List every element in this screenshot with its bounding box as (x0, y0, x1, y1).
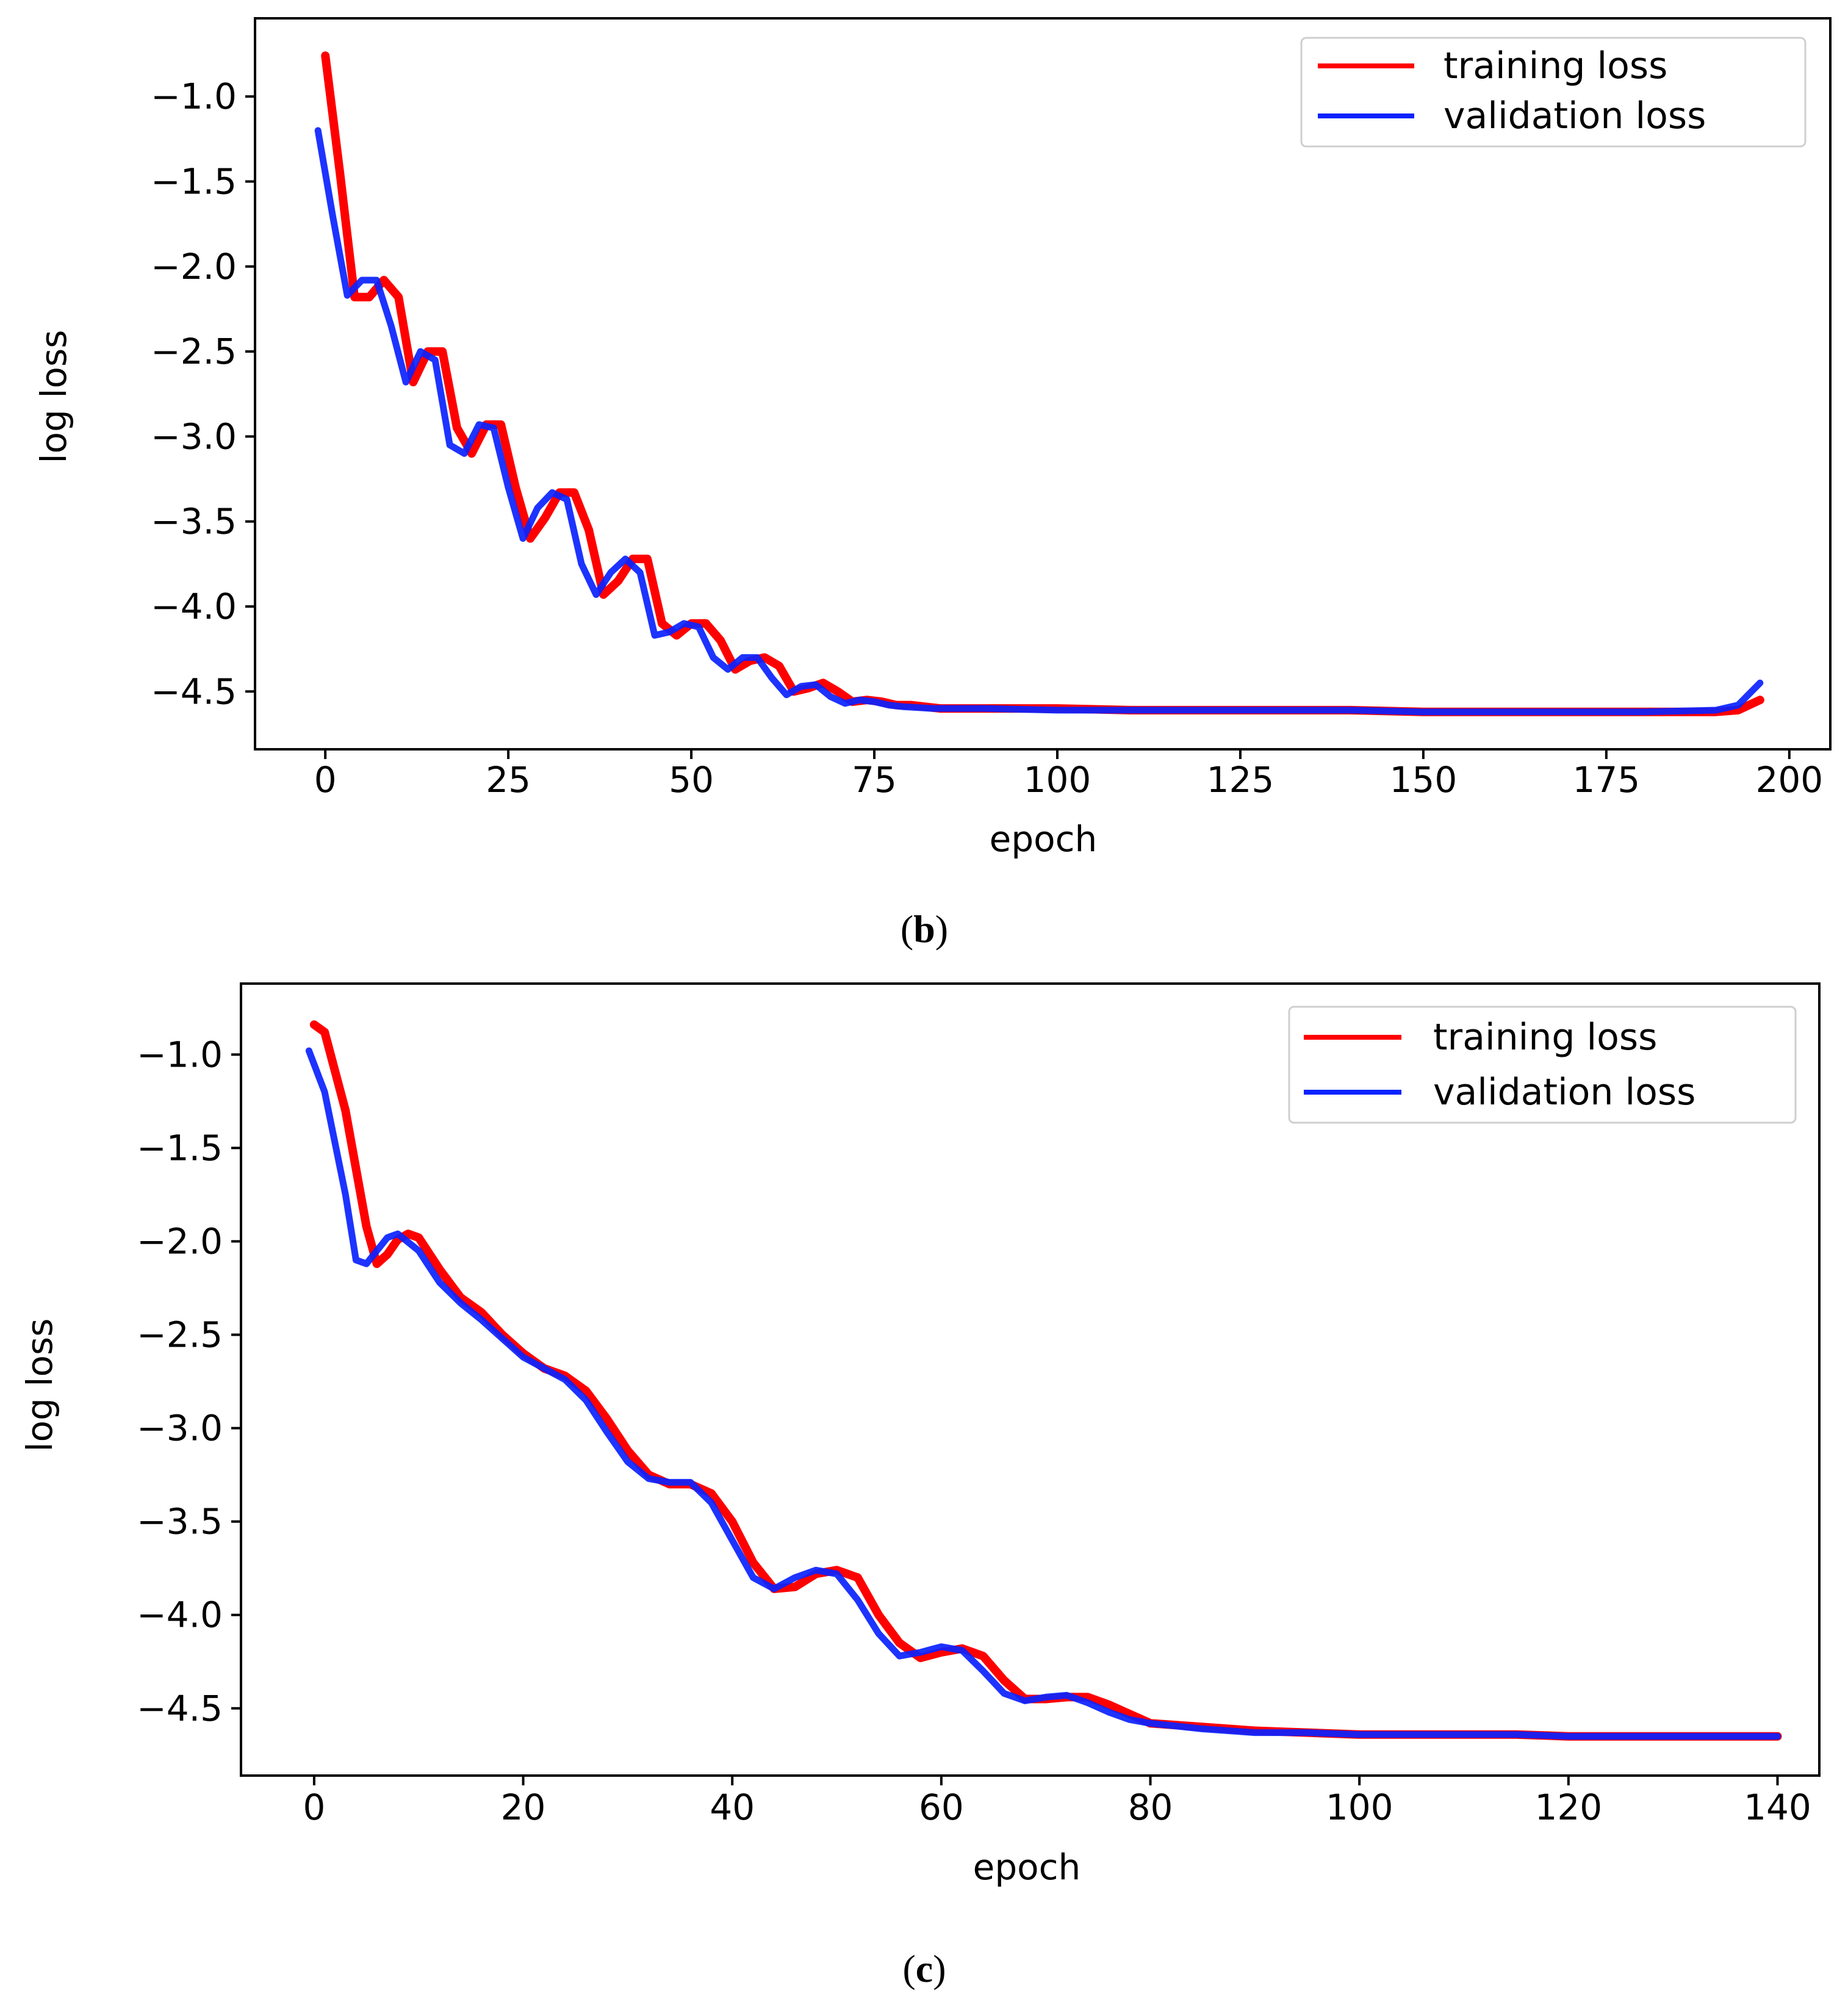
x-tick-label: 20 (501, 1787, 546, 1828)
y-axis-label: log loss (19, 1319, 60, 1452)
x-tick-label: 125 (1207, 759, 1275, 801)
y-tick-label: −3.0 (137, 1408, 223, 1449)
panel-caption-b: (b) (901, 907, 948, 951)
panel-caption-c: (c) (902, 1947, 946, 1990)
y-tick-label: −1.0 (137, 1034, 223, 1075)
legend: training loss validation loss (1300, 37, 1807, 148)
x-tick-label: 80 (1128, 1787, 1173, 1828)
legend-label-validation: validation loss (1444, 95, 1706, 137)
caption-letter-b: b (913, 907, 935, 951)
axes-frame (254, 17, 1832, 751)
panel-b: 0 25 50 75 100 125 150 175 200 −1.0−1.5−2.0−2.5−… (33, 17, 1832, 951)
x-tick-label: 120 (1534, 1787, 1602, 1828)
series-line-validation (305, 1047, 1781, 1740)
y-tick-label: −2.5 (137, 1314, 223, 1356)
legend-label-training: training loss (1444, 45, 1667, 87)
x-ticks: 0 20 40 60 80 100 120 140 (303, 1776, 1811, 1828)
y-tick-label: −2.0 (137, 1220, 223, 1262)
x-tick-label: 200 (1755, 759, 1823, 801)
legend-box (1300, 37, 1807, 148)
plot-area: 0 20 40 60 80 100 120 140 −1.0−1.5−2.0−2.5−3.0−… (137, 982, 1821, 1828)
y-tick-label: −1.5 (137, 1127, 223, 1168)
y-axis-label: log loss (33, 330, 74, 464)
x-tick-label: 0 (314, 759, 337, 801)
x-tick-label: 150 (1390, 759, 1458, 801)
x-tick-label: 60 (919, 1787, 964, 1828)
panel-c: 0 20 40 60 80 100 120 140 −1.0−1.5−2.0−2.5−3.0−… (19, 982, 1821, 1990)
legend-label-validation: validation loss (1433, 1071, 1695, 1114)
plot-area: 0 25 50 75 100 125 150 175 200 −1.0−1.5−2.0−2.5−… (151, 17, 1832, 801)
x-tick-label: 0 (303, 1787, 325, 1828)
y-ticks: −1.0 −1.5 −2.0 −2.5 −3.0 −3.5 −4.0 −4.5 (151, 76, 255, 712)
caption-letter-c: c (916, 1947, 933, 1990)
y-tick-label: −1.0 (151, 76, 237, 117)
y-tick-label: −3.0 (151, 416, 237, 457)
series-line-training (309, 1020, 1782, 1741)
x-tick-label: 175 (1572, 759, 1640, 801)
x-tick-label: 100 (1024, 759, 1091, 801)
y-tick-label: −1.5 (151, 160, 237, 202)
y-tick-label: −3.5 (151, 501, 237, 542)
y-tick-label: −4.0 (151, 586, 237, 627)
y-tick-label: −3.5 (137, 1501, 223, 1542)
x-tick-label: 140 (1744, 1787, 1811, 1828)
y-ticks: −1.0 −1.5 −2.0 −2.5 −3.0 −3.5 −4.0 −4.5 (137, 1034, 241, 1729)
x-tick-label: 40 (710, 1787, 755, 1828)
legend: training loss validation loss (1288, 1006, 1797, 1124)
x-tick-label: 25 (486, 759, 531, 801)
y-tick-label: −2.5 (151, 331, 237, 372)
x-ticks: 0 25 50 75 100 125 150 175 200 (314, 749, 1823, 801)
series-line-validation (314, 127, 1764, 716)
y-tick-label: −4.0 (137, 1594, 223, 1636)
legend-box (1288, 1006, 1797, 1124)
x-axis-label: epoch (973, 1846, 1081, 1888)
axes-frame (240, 982, 1821, 1777)
legend-label-training: training loss (1433, 1016, 1657, 1059)
x-tick-label: 50 (669, 759, 714, 801)
x-tick-label: 75 (852, 759, 897, 801)
series-layer (305, 1020, 1782, 1741)
y-tick-label: −2.0 (151, 246, 237, 287)
y-tick-label: −4.5 (151, 671, 237, 712)
x-tick-label: 100 (1326, 1787, 1393, 1828)
series-line-training (321, 51, 1764, 716)
series-layer (314, 51, 1764, 716)
x-axis-label: epoch (990, 818, 1098, 860)
y-tick-label: −4.5 (137, 1688, 223, 1729)
